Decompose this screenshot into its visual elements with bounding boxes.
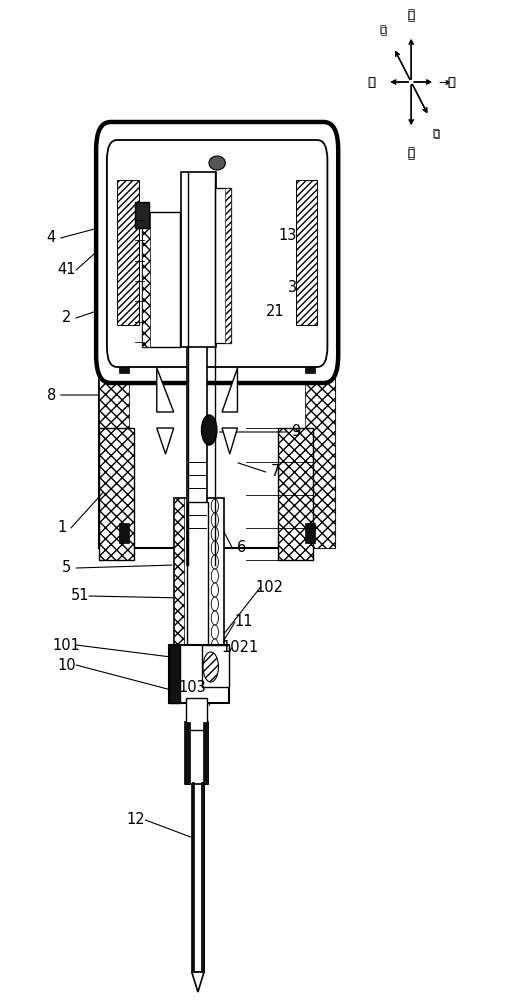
- Polygon shape: [157, 428, 174, 454]
- Bar: [186, 698, 207, 730]
- Bar: [99, 428, 134, 560]
- Circle shape: [211, 555, 218, 569]
- Text: 5: 5: [62, 560, 71, 576]
- Bar: [142, 212, 180, 347]
- Polygon shape: [192, 972, 204, 992]
- Bar: [187, 330, 207, 565]
- Text: 11: 11: [235, 614, 253, 630]
- Text: 7: 7: [270, 464, 280, 480]
- Bar: [119, 523, 128, 543]
- Bar: [181, 172, 216, 347]
- Text: 左: 左: [368, 76, 375, 89]
- Bar: [174, 498, 184, 663]
- Bar: [119, 353, 128, 373]
- Text: 后: 后: [380, 25, 387, 35]
- Text: 3: 3: [288, 280, 298, 296]
- Text: 41: 41: [58, 262, 76, 277]
- Text: 101: 101: [53, 638, 81, 652]
- Bar: [305, 353, 315, 373]
- Bar: [99, 348, 128, 548]
- Text: 下: 下: [408, 145, 415, 158]
- Bar: [278, 428, 313, 560]
- Circle shape: [211, 527, 218, 541]
- Text: 12: 12: [127, 812, 145, 828]
- Polygon shape: [222, 368, 237, 412]
- Bar: [185, 722, 190, 784]
- Bar: [305, 523, 315, 543]
- Bar: [192, 782, 204, 972]
- Circle shape: [211, 639, 218, 653]
- Circle shape: [211, 583, 218, 597]
- Bar: [201, 782, 204, 972]
- Text: 后: 后: [379, 23, 386, 33]
- Bar: [117, 180, 139, 325]
- Text: 51: 51: [70, 588, 89, 603]
- Text: 103: 103: [179, 680, 207, 696]
- Text: 10: 10: [58, 658, 76, 672]
- Bar: [187, 502, 208, 660]
- Bar: [225, 188, 231, 343]
- Text: 21: 21: [266, 304, 284, 320]
- Text: 102: 102: [256, 580, 284, 594]
- FancyBboxPatch shape: [96, 122, 338, 383]
- Ellipse shape: [209, 156, 225, 170]
- Text: →右: →右: [439, 76, 456, 89]
- Text: 上: 上: [408, 9, 415, 22]
- Bar: [296, 180, 317, 325]
- Text: 左: 左: [369, 76, 376, 89]
- Bar: [203, 722, 208, 784]
- Text: 6: 6: [237, 540, 246, 556]
- Text: 8: 8: [47, 387, 56, 402]
- Bar: [169, 645, 229, 703]
- Circle shape: [211, 513, 218, 527]
- FancyBboxPatch shape: [107, 140, 327, 367]
- Circle shape: [211, 625, 218, 639]
- Text: 4: 4: [47, 231, 56, 245]
- Circle shape: [211, 611, 218, 625]
- Bar: [215, 188, 231, 343]
- Text: 1: 1: [57, 520, 66, 536]
- Text: 前: 前: [434, 128, 440, 138]
- Circle shape: [203, 652, 218, 682]
- Bar: [135, 202, 149, 228]
- Polygon shape: [157, 368, 174, 412]
- Bar: [192, 782, 194, 972]
- Bar: [185, 722, 208, 784]
- Circle shape: [211, 541, 218, 555]
- Circle shape: [211, 569, 218, 583]
- Text: 下: 下: [408, 147, 415, 160]
- Circle shape: [211, 499, 218, 513]
- Circle shape: [201, 415, 217, 445]
- Text: 13: 13: [279, 228, 297, 242]
- Bar: [305, 348, 335, 548]
- Polygon shape: [222, 428, 237, 454]
- Text: 2: 2: [62, 310, 71, 326]
- Circle shape: [211, 597, 218, 611]
- Text: 前: 前: [433, 127, 439, 137]
- Bar: [99, 348, 335, 548]
- Bar: [169, 645, 180, 703]
- Text: 1021: 1021: [222, 641, 259, 656]
- Text: →右: →右: [438, 76, 455, 89]
- Text: 上: 上: [408, 7, 415, 20]
- Bar: [202, 645, 229, 687]
- Bar: [174, 498, 224, 663]
- Bar: [142, 212, 150, 347]
- Text: 9: 9: [291, 424, 300, 440]
